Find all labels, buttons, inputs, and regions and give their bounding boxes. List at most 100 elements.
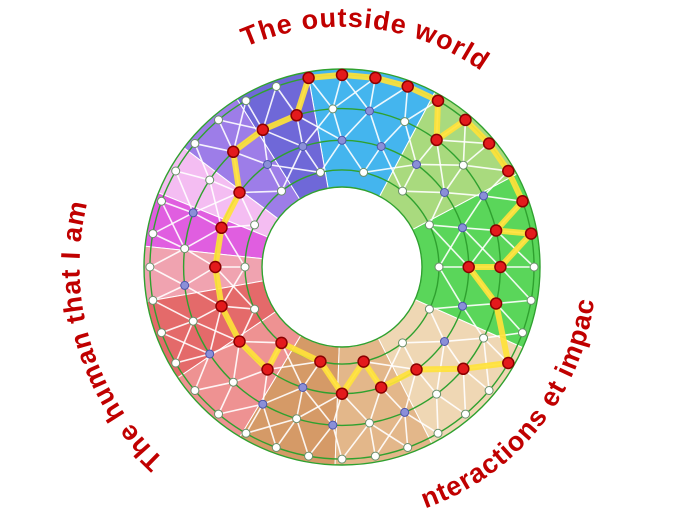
grid-node[interactable] (479, 191, 489, 201)
grid-node[interactable] (337, 454, 347, 464)
selected-node[interactable] (374, 381, 388, 394)
grid-node[interactable] (145, 262, 155, 272)
grid-node[interactable] (403, 443, 413, 452)
selected-node[interactable] (357, 355, 370, 368)
selected-node[interactable] (314, 355, 327, 368)
grid-node[interactable] (258, 399, 268, 409)
selected-node[interactable] (275, 336, 288, 350)
selected-node[interactable] (489, 224, 503, 237)
grid-node[interactable] (190, 386, 200, 395)
grid-node[interactable] (241, 96, 251, 106)
grid-node[interactable] (171, 358, 181, 368)
grid-node[interactable] (518, 328, 527, 338)
selected-node[interactable] (302, 71, 315, 85)
selected-node[interactable] (494, 260, 507, 274)
grid-node[interactable] (250, 220, 260, 230)
grid-node[interactable] (365, 106, 374, 116)
grid-node[interactable] (458, 223, 467, 233)
grid-node[interactable] (180, 280, 190, 290)
grid-node[interactable] (432, 389, 442, 399)
grid-node[interactable] (365, 418, 374, 428)
selected-node[interactable] (209, 260, 222, 274)
grid-node[interactable] (526, 295, 536, 305)
grid-node[interactable] (298, 383, 308, 392)
grid-node[interactable] (190, 139, 200, 148)
grid-node[interactable] (214, 115, 223, 125)
selected-node[interactable] (431, 94, 445, 107)
selected-node[interactable] (410, 363, 423, 376)
grid-node[interactable] (304, 451, 314, 461)
selected-node[interactable] (215, 299, 228, 313)
grid-node[interactable] (205, 175, 215, 185)
grid-node[interactable] (328, 104, 338, 114)
grid-node[interactable] (277, 186, 286, 196)
grid-node[interactable] (461, 409, 470, 419)
selected-node[interactable] (459, 113, 472, 127)
selected-node[interactable] (482, 137, 496, 150)
selected-node[interactable] (261, 363, 274, 376)
selected-node[interactable] (256, 123, 270, 137)
spoke-line (262, 86, 278, 131)
grid-node[interactable] (400, 117, 410, 127)
grid-node[interactable] (171, 166, 181, 176)
selected-node[interactable] (502, 164, 515, 178)
selected-node[interactable] (335, 387, 349, 400)
grid-node[interactable] (376, 142, 386, 151)
selected-node[interactable] (457, 362, 470, 376)
selected-node[interactable] (290, 109, 303, 122)
grid-node[interactable] (529, 262, 539, 272)
grid-node[interactable] (337, 135, 347, 145)
spoke-line (161, 331, 210, 355)
grid-node[interactable] (359, 167, 369, 177)
grid-node[interactable] (328, 420, 338, 430)
grid-node[interactable] (148, 229, 158, 239)
selected-node[interactable] (524, 227, 538, 240)
selected-node[interactable] (233, 186, 246, 199)
grid-node[interactable] (205, 349, 215, 359)
selected-node[interactable] (430, 133, 443, 147)
grid-node[interactable] (479, 333, 489, 343)
grid-node[interactable] (214, 409, 223, 419)
grid-node[interactable] (484, 386, 494, 395)
grid-node[interactable] (433, 428, 443, 438)
selected-node[interactable] (516, 195, 529, 208)
grid-node[interactable] (271, 82, 281, 91)
grid-node[interactable] (241, 428, 251, 438)
selected-node[interactable] (215, 221, 228, 235)
grid-node[interactable] (315, 167, 325, 177)
grid-node[interactable] (370, 451, 380, 461)
grid-node[interactable] (240, 262, 250, 272)
spoke-line (296, 393, 343, 420)
selected-node[interactable] (335, 68, 349, 82)
grid-node[interactable] (188, 208, 198, 218)
grid-node[interactable] (440, 188, 449, 197)
grid-node[interactable] (188, 316, 198, 326)
selected-node[interactable] (227, 145, 240, 159)
selected-node[interactable] (401, 80, 414, 93)
selected-node[interactable] (502, 356, 515, 370)
grid-node[interactable] (180, 244, 190, 254)
grid-node[interactable] (250, 304, 260, 314)
selected-node[interactable] (489, 297, 503, 310)
grid-node[interactable] (292, 414, 302, 424)
grid-node[interactable] (458, 301, 467, 311)
grid-node[interactable] (412, 160, 421, 169)
grid-node[interactable] (228, 377, 238, 387)
grid-node[interactable] (424, 220, 434, 230)
grid-node[interactable] (298, 142, 308, 151)
grid-node[interactable] (157, 196, 166, 206)
grid-node[interactable] (398, 186, 407, 196)
grid-node[interactable] (458, 160, 468, 170)
grid-node[interactable] (424, 304, 434, 314)
grid-node[interactable] (440, 337, 449, 346)
grid-node[interactable] (271, 443, 281, 452)
grid-node[interactable] (400, 407, 410, 417)
selected-node[interactable] (233, 335, 246, 348)
grid-node[interactable] (434, 262, 444, 272)
selected-node[interactable] (462, 260, 475, 274)
grid-node[interactable] (263, 160, 272, 169)
grid-node[interactable] (157, 328, 166, 338)
grid-node[interactable] (398, 338, 407, 348)
selected-node[interactable] (369, 71, 382, 85)
grid-node[interactable] (148, 295, 158, 305)
